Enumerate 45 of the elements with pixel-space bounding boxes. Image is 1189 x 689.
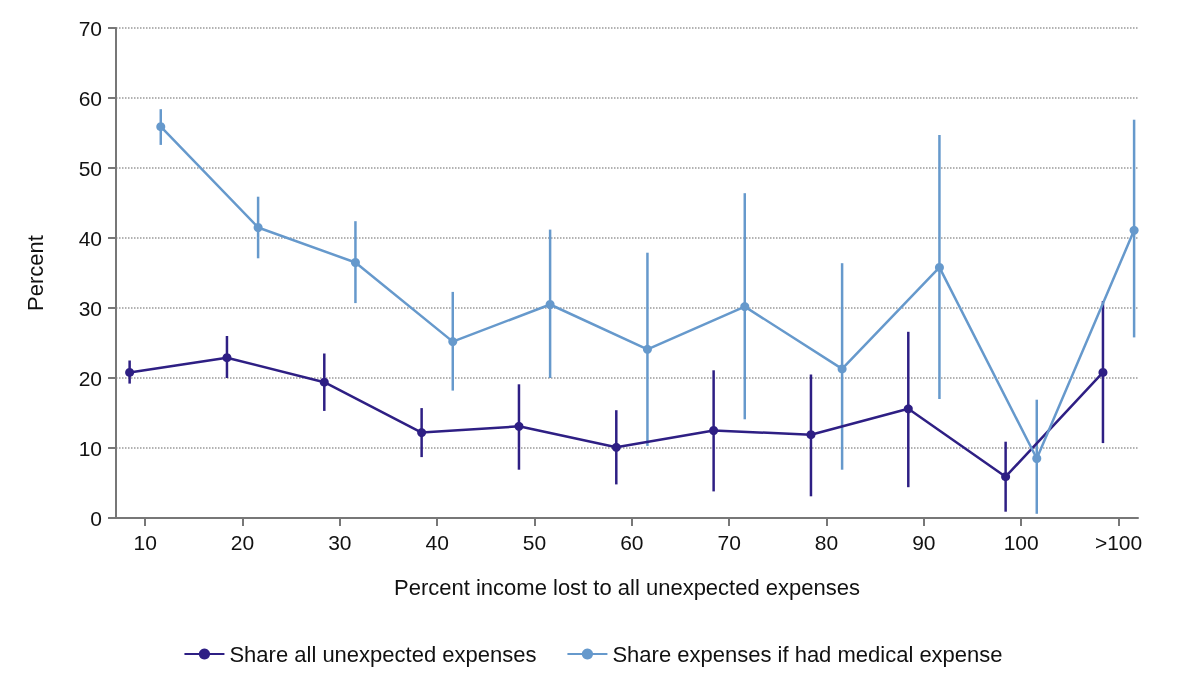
point	[1001, 472, 1011, 482]
point	[319, 377, 329, 387]
y-tick-label: 70	[78, 16, 102, 40]
point	[222, 353, 232, 363]
x-axis-title: Percent income lost to all unexpected expenses	[394, 574, 860, 600]
x-tick-label: 100	[1003, 531, 1039, 554]
legend-label: Share expenses if had medical expense	[612, 641, 1003, 667]
y-tick-label: 60	[78, 86, 102, 110]
point	[545, 300, 555, 309]
y-tick-label: 0	[90, 506, 102, 530]
point	[350, 258, 360, 267]
x-tick-label: 30	[328, 531, 352, 554]
point	[514, 421, 524, 431]
point	[125, 367, 135, 377]
x-tick-label: >100	[1094, 531, 1143, 554]
point	[806, 430, 816, 440]
x-tick-label: 50	[522, 531, 547, 554]
point	[253, 223, 263, 232]
x-tick-label: 20	[230, 531, 255, 554]
x-tick-label: 60	[620, 531, 644, 554]
y-tick-label: 10	[78, 436, 102, 460]
x-tick-label: 80	[814, 531, 839, 554]
point	[642, 344, 652, 354]
point	[837, 364, 847, 374]
x-tick-label: 40	[425, 531, 449, 554]
y-tick-label: 40	[78, 226, 102, 250]
y-tick-label: 30	[78, 296, 102, 320]
x-tick-label: 10	[133, 531, 157, 554]
point	[417, 428, 427, 438]
point	[448, 337, 458, 347]
point	[934, 262, 944, 272]
x-tick-label: 70	[717, 531, 741, 554]
point	[1129, 225, 1139, 235]
y-tick-label: 50	[78, 156, 102, 180]
y-axis-title: Percent	[22, 235, 48, 311]
point	[740, 302, 750, 312]
point	[903, 404, 913, 414]
point	[1098, 367, 1108, 377]
point	[156, 122, 166, 132]
x-tick-label: 90	[912, 531, 936, 554]
point	[709, 426, 719, 435]
y-tick-label: 20	[78, 366, 102, 390]
point	[1032, 454, 1042, 463]
point	[611, 442, 621, 452]
legend-label: Share all unexpected expenses	[229, 641, 537, 667]
